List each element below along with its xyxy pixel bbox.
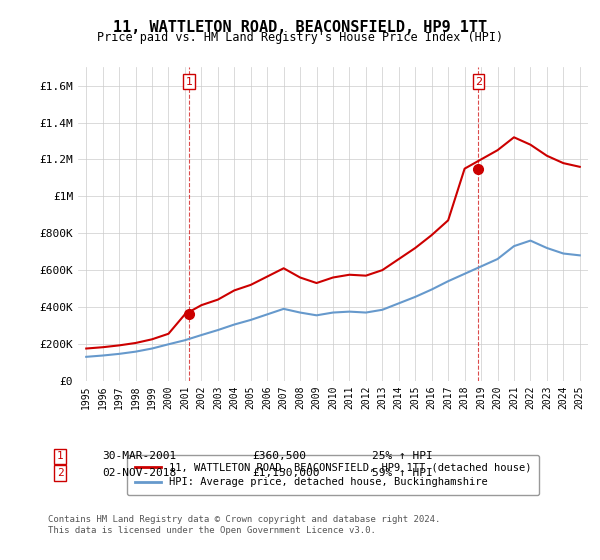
- Text: 2: 2: [475, 77, 482, 87]
- Text: Price paid vs. HM Land Registry's House Price Index (HPI): Price paid vs. HM Land Registry's House …: [97, 31, 503, 44]
- Text: 11, WATTLETON ROAD, BEACONSFIELD, HP9 1TT: 11, WATTLETON ROAD, BEACONSFIELD, HP9 1T…: [113, 20, 487, 35]
- Text: £1,150,000: £1,150,000: [252, 468, 320, 478]
- Legend: 11, WATTLETON ROAD, BEACONSFIELD, HP9 1TT (detached house), HPI: Average price, : 11, WATTLETON ROAD, BEACONSFIELD, HP9 1T…: [127, 455, 539, 494]
- Text: 30-MAR-2001: 30-MAR-2001: [102, 451, 176, 461]
- Text: 1: 1: [185, 77, 193, 87]
- Text: £360,500: £360,500: [252, 451, 306, 461]
- Text: 1: 1: [56, 451, 64, 461]
- Text: 2: 2: [56, 468, 64, 478]
- Text: 59% ↑ HPI: 59% ↑ HPI: [372, 468, 433, 478]
- Text: 25% ↑ HPI: 25% ↑ HPI: [372, 451, 433, 461]
- Text: Contains HM Land Registry data © Crown copyright and database right 2024.
This d: Contains HM Land Registry data © Crown c…: [48, 515, 440, 535]
- Text: 02-NOV-2018: 02-NOV-2018: [102, 468, 176, 478]
